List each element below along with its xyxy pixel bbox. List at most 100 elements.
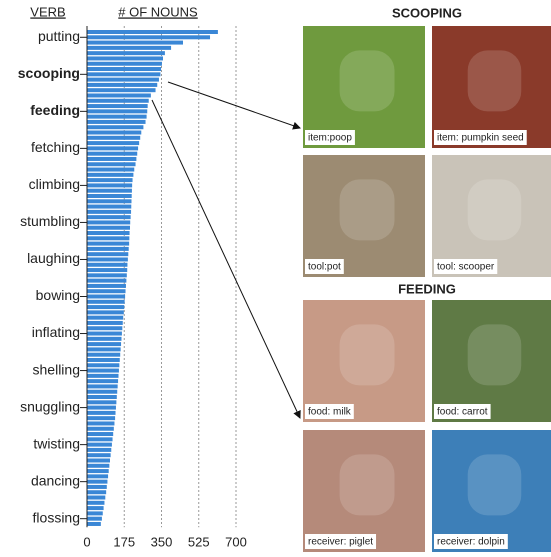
bar (87, 310, 124, 315)
bar-chart: 0 175 350 525 700 putting scooping feeding fetch… (18, 26, 247, 549)
bar (87, 458, 110, 463)
bar (87, 384, 118, 389)
caption: receiver: dolpin (437, 537, 505, 548)
y-tick-label: feeding (30, 102, 80, 118)
bar (87, 56, 163, 61)
bar (87, 294, 126, 299)
x-tick-label: 700 (225, 534, 247, 549)
bar (87, 469, 109, 474)
photo-shade (339, 179, 395, 241)
bar (87, 183, 133, 188)
bar (87, 209, 132, 214)
section-title: SCOOPING (392, 5, 462, 20)
bar (87, 315, 124, 320)
photo-shade (339, 50, 395, 112)
caption-box (305, 130, 355, 145)
bar (87, 188, 132, 193)
bar (87, 437, 113, 442)
bar (87, 241, 130, 246)
bar (87, 40, 183, 45)
bar (87, 320, 123, 325)
bar (87, 368, 119, 373)
arrow (151, 99, 301, 419)
bar (87, 98, 149, 103)
bar (87, 172, 134, 177)
photo (432, 300, 551, 422)
bar (87, 231, 130, 236)
image-grid: SCOOPING item:poop item: pumpkin seed tool:… (303, 5, 551, 552)
bar (87, 30, 218, 34)
photo-shade (467, 454, 522, 516)
y-axis-label: VERB (30, 4, 65, 19)
bar (87, 141, 140, 146)
bar (87, 220, 131, 225)
y-tick-label: inflating (32, 324, 80, 340)
arrow (167, 81, 301, 130)
bar (87, 82, 158, 87)
caption-box (434, 259, 498, 274)
bar (87, 199, 132, 204)
bar (87, 72, 161, 77)
bar (87, 352, 121, 357)
bar (87, 257, 128, 262)
bar (87, 484, 107, 489)
photo (303, 430, 425, 552)
photo-shade (339, 324, 395, 386)
bar (87, 405, 116, 410)
bar (87, 114, 147, 119)
bar (87, 516, 102, 521)
caption: item:poop (308, 133, 352, 144)
bar (87, 416, 116, 421)
bar (87, 273, 127, 278)
bar (87, 204, 132, 209)
bar (87, 146, 139, 151)
y-tick-label: climbing (29, 176, 80, 192)
bar (87, 236, 130, 241)
photo-shade (467, 50, 522, 112)
y-tick-label: flossing (33, 509, 80, 525)
bar (87, 61, 162, 66)
bar (87, 453, 111, 458)
bar (87, 495, 106, 500)
y-tick-label: shelling (33, 361, 80, 377)
bar (87, 104, 148, 109)
y-tick-label: snuggling (20, 398, 80, 414)
bar (87, 193, 132, 198)
bar (87, 442, 112, 447)
photo-shade (467, 324, 522, 386)
x-tick-label: 525 (188, 534, 210, 549)
caption: food: milk (308, 407, 352, 418)
bar (87, 379, 119, 384)
bar (87, 506, 104, 511)
bar (87, 35, 211, 40)
bar (87, 252, 129, 257)
bar (87, 347, 121, 352)
bar (87, 151, 138, 156)
bar (87, 88, 156, 93)
y-tick-label: stumbling (20, 213, 80, 229)
bar (87, 299, 125, 304)
caption: item: pumpkin seed (437, 133, 524, 144)
caption: receiver: piglet (308, 537, 373, 548)
bar (87, 45, 172, 50)
section-title: FEEDING (398, 281, 456, 296)
caption-box (434, 130, 527, 145)
bar (87, 283, 126, 288)
photo-shade (339, 454, 395, 516)
bar (87, 490, 107, 495)
bar (87, 246, 129, 251)
photo (432, 430, 551, 552)
bar (87, 278, 127, 283)
bar (87, 268, 128, 273)
bar (87, 463, 110, 468)
bar (87, 119, 146, 124)
bar (87, 400, 117, 405)
bar (87, 500, 105, 505)
y-tick-label: bowing (36, 287, 80, 303)
bar (87, 125, 144, 130)
bar (87, 77, 159, 82)
bar (87, 215, 131, 220)
caption-box (305, 259, 344, 274)
bar (87, 156, 137, 161)
